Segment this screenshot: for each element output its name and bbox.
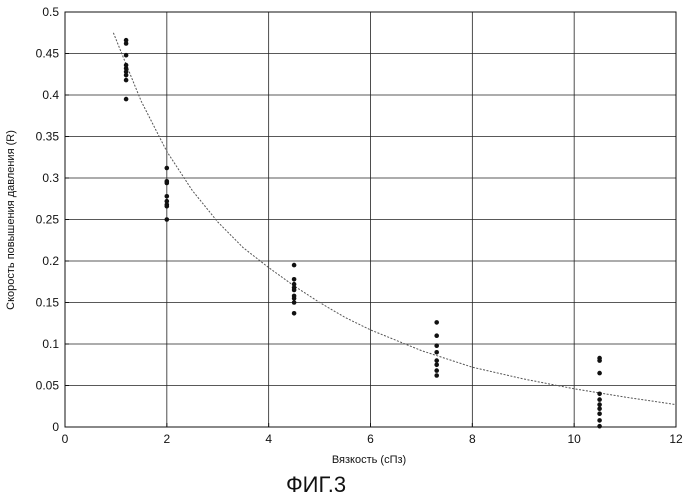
y-tick-label: 0.4 <box>42 88 59 102</box>
x-tick-label: 4 <box>265 432 272 446</box>
data-point <box>124 78 129 83</box>
x-tick-label: 8 <box>469 432 476 446</box>
data-point <box>434 343 439 348</box>
y-tick-label: 0.15 <box>36 296 60 310</box>
x-axis-label: Вязкость (сПз) <box>332 454 406 466</box>
y-tick-label: 0.45 <box>36 47 60 61</box>
grid <box>65 12 676 427</box>
data-point <box>597 406 602 411</box>
x-tick-label: 6 <box>367 432 374 446</box>
data-point <box>165 217 170 222</box>
data-point <box>434 368 439 373</box>
data-point <box>124 97 129 102</box>
data-point <box>597 358 602 363</box>
data-point <box>597 397 602 402</box>
data-point <box>434 363 439 368</box>
x-axis: 0 2 4 6 8 10 12 <box>62 423 683 446</box>
data-point <box>165 204 170 209</box>
data-point <box>597 402 602 407</box>
figure-caption: ФИГ.3 <box>286 472 346 497</box>
data-point <box>124 53 129 58</box>
data-point <box>124 73 129 78</box>
y-tick-label: 0.3 <box>42 171 59 185</box>
data-points <box>124 38 602 429</box>
y-axis-label: Скорость повышения давления (R) <box>5 130 17 310</box>
fit-curve-layer <box>113 33 676 405</box>
x-tick-label: 2 <box>163 432 170 446</box>
data-point <box>292 311 297 316</box>
data-point <box>292 288 297 293</box>
x-tick-label: 12 <box>669 432 683 446</box>
data-point <box>292 296 297 301</box>
y-tick-label: 0.25 <box>36 213 60 227</box>
data-point <box>292 263 297 268</box>
data-point <box>597 392 602 397</box>
x-tick-label: 10 <box>567 432 581 446</box>
data-point <box>292 277 297 282</box>
data-point <box>165 166 170 171</box>
data-point <box>434 358 439 363</box>
data-point <box>434 320 439 325</box>
data-point <box>597 371 602 376</box>
data-point <box>292 300 297 305</box>
data-point <box>597 424 602 429</box>
y-tick-label: 0.35 <box>36 130 60 144</box>
data-point <box>165 194 170 199</box>
y-tick-label: 0.5 <box>42 5 59 19</box>
y-tick-label: 0.05 <box>36 379 60 393</box>
y-tick-label: 0 <box>52 420 59 434</box>
y-tick-label: 0.2 <box>42 254 59 268</box>
data-point <box>597 411 602 416</box>
data-point <box>434 333 439 338</box>
y-axis: 0 0.05 0.1 0.15 0.2 0.25 0.3 0.35 0.4 0.45 0.5 <box>36 5 69 434</box>
data-point <box>165 181 170 186</box>
fit-curve <box>113 33 676 405</box>
data-point <box>434 350 439 355</box>
data-point <box>124 41 129 46</box>
y-tick-label: 0.1 <box>42 337 59 351</box>
data-point <box>434 373 439 378</box>
x-tick-label: 0 <box>62 432 69 446</box>
data-point <box>597 418 602 423</box>
